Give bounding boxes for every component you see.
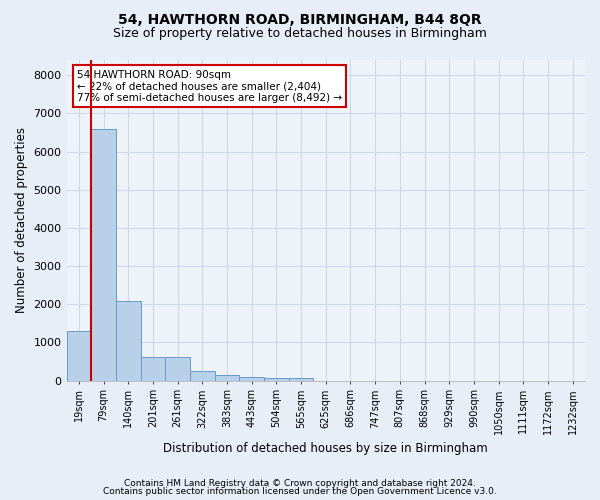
Bar (264, 378, 289, 380)
Text: Size of property relative to detached houses in Birmingham: Size of property relative to detached ho… (113, 28, 487, 40)
Text: Contains HM Land Registry data © Crown copyright and database right 2024.: Contains HM Land Registry data © Crown c… (124, 478, 476, 488)
Bar (215, 375, 239, 380)
Bar (91, 128, 116, 380)
Bar (165, 357, 190, 380)
Text: 54 HAWTHORN ROAD: 90sqm
← 22% of detached houses are smaller (2,404)
77% of semi: 54 HAWTHORN ROAD: 90sqm ← 22% of detache… (77, 70, 342, 103)
X-axis label: Distribution of detached houses by size in Birmingham: Distribution of detached houses by size … (163, 442, 488, 455)
Bar (289, 378, 313, 380)
Bar (67, 331, 91, 380)
Y-axis label: Number of detached properties: Number of detached properties (15, 128, 28, 314)
Text: Contains public sector information licensed under the Open Government Licence v3: Contains public sector information licen… (103, 488, 497, 496)
Bar (116, 301, 140, 380)
Bar (140, 357, 165, 380)
Bar (190, 372, 215, 380)
Bar (239, 376, 264, 380)
Text: 54, HAWTHORN ROAD, BIRMINGHAM, B44 8QR: 54, HAWTHORN ROAD, BIRMINGHAM, B44 8QR (118, 12, 482, 26)
